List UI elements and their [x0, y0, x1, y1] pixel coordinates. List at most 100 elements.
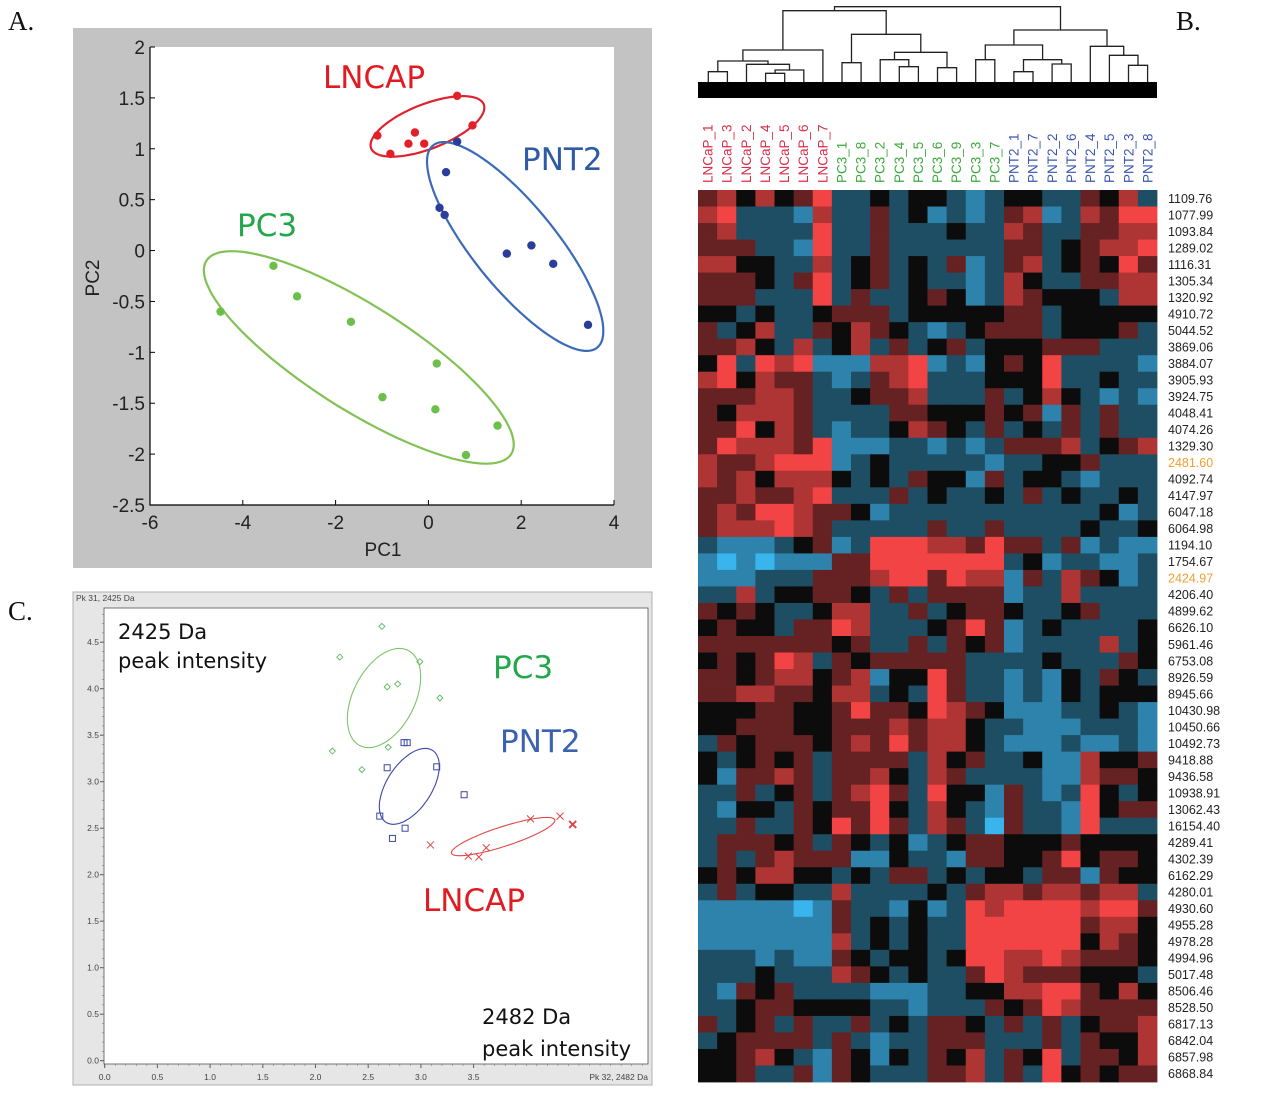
- heatmap-cell: [717, 1032, 737, 1050]
- heatmap-cell: [1137, 966, 1158, 984]
- heatmap-cell: [908, 784, 928, 802]
- heatmap-cell: [1061, 867, 1081, 885]
- heatmap-cell: [908, 487, 928, 505]
- heatmap-cell: [908, 982, 928, 1000]
- heatmap-cell: [908, 338, 928, 356]
- heatmap-cell: [1118, 190, 1139, 207]
- heatmap-cell: [1080, 569, 1101, 587]
- y-tick-label: 0.5: [87, 1009, 99, 1019]
- heatmap-cell: [774, 1015, 795, 1033]
- heatmap-cell: [1061, 982, 1081, 1000]
- heatmap-cell: [698, 982, 718, 1000]
- heatmap-cell: [984, 470, 1005, 488]
- heatmap-cell: [889, 867, 909, 885]
- heatmap-cell: [698, 784, 718, 802]
- heatmap-cell: [1042, 916, 1062, 934]
- heatmap-cell: [946, 338, 967, 356]
- data-point: [386, 149, 395, 159]
- heatmap-cell: [889, 289, 909, 307]
- heatmap-cell: [889, 718, 909, 736]
- heatmap-cell: [793, 206, 814, 224]
- heatmap-cell: [889, 801, 909, 819]
- heatmap-cell: [1061, 801, 1081, 819]
- heatmap-cell: [831, 949, 852, 967]
- heatmap-cell: [965, 586, 986, 604]
- cluster-ellipse: [202, 250, 515, 465]
- heatmap-cell: [927, 949, 948, 967]
- row-label: 10492.73: [1168, 737, 1220, 751]
- heatmap-cell: [946, 999, 967, 1017]
- heatmap-cell: [717, 834, 737, 852]
- heatmap-cell: [965, 669, 986, 686]
- heatmap-cell: [755, 206, 775, 224]
- heatmap-cell: [1023, 949, 1043, 967]
- heatmap-cell: [889, 1015, 909, 1033]
- heatmap-cell: [717, 487, 737, 505]
- data-point: [461, 450, 471, 460]
- heatmap-cell: [965, 801, 986, 819]
- heatmap-cell: [1023, 586, 1043, 604]
- heatmap-cell: [984, 751, 1005, 769]
- heatmap-cell: [1004, 768, 1024, 786]
- heatmap-cell: [1099, 454, 1120, 472]
- heatmap-cell: [812, 867, 833, 885]
- heatmap-cell: [1004, 702, 1024, 719]
- heatmap-cell: [984, 289, 1005, 307]
- heatmap-cell: [1099, 916, 1120, 934]
- heatmap-cell: [698, 916, 718, 934]
- heatmap-cell: [1061, 206, 1081, 224]
- heatmap-cell: [927, 437, 948, 455]
- heatmap-cell: [755, 1048, 775, 1066]
- x-marker: [464, 852, 473, 860]
- heatmap-cell: [736, 355, 756, 373]
- heatmap-cell: [831, 636, 852, 653]
- heatmap-cell: [1137, 949, 1158, 967]
- heatmap-cell: [774, 503, 795, 521]
- heatmap-cell: [793, 850, 814, 868]
- heatmap-cell: [1061, 223, 1081, 240]
- heatmap-cell: [774, 272, 795, 290]
- heatmap-cell: [831, 916, 852, 934]
- heatmap-cell: [755, 949, 775, 967]
- heatmap-cell: [1137, 999, 1158, 1017]
- heatmap-cell: [1080, 949, 1101, 967]
- heatmap-cell: [774, 404, 795, 422]
- heatmap-cell: [889, 933, 909, 951]
- heatmap-cell: [1080, 834, 1101, 852]
- heatmap-cell: [946, 834, 967, 852]
- heatmap-cell: [1023, 784, 1043, 802]
- heatmap-cell: [1118, 751, 1139, 769]
- heatmap-cell: [1137, 834, 1158, 852]
- heatmap-cell: [755, 190, 775, 207]
- heatmap-cell: [1080, 718, 1101, 736]
- data-point: [527, 241, 536, 250]
- heatmap-cell: [927, 900, 948, 918]
- heatmap-cell: [793, 223, 814, 240]
- heatmap-cell: [1137, 470, 1158, 488]
- heatmap-cell: [1137, 735, 1158, 753]
- heatmap-cell: [1061, 685, 1081, 703]
- heatmap-cell: [927, 1015, 948, 1033]
- heatmap-cell: [1080, 503, 1101, 521]
- heatmap-cell: [1042, 834, 1062, 852]
- heatmap-cell: [755, 305, 775, 323]
- heatmap-cell: [831, 834, 852, 852]
- heatmap-cell: [851, 867, 871, 885]
- heatmap-cell: [1118, 801, 1139, 819]
- heatmap-cell: [736, 636, 756, 653]
- heatmap-cell: [812, 289, 833, 307]
- plot-area: [103, 607, 649, 1065]
- y-tick-label: -2.5: [112, 496, 145, 517]
- heatmap-cell: [1080, 702, 1101, 719]
- heatmap-cell: [717, 685, 737, 703]
- heatmap-cell: [1137, 718, 1158, 736]
- heatmap-cell: [965, 536, 986, 554]
- heatmap-cell: [736, 586, 756, 604]
- heatmap-cell: [717, 817, 737, 835]
- heatmap-cell: [1004, 949, 1024, 967]
- row-label: 3924.75: [1168, 390, 1213, 404]
- heatmap-cell: [1042, 718, 1062, 736]
- row-label: 4206.40: [1168, 588, 1213, 602]
- heatmap-cell: [927, 735, 948, 753]
- heatmap-cell: [851, 602, 871, 620]
